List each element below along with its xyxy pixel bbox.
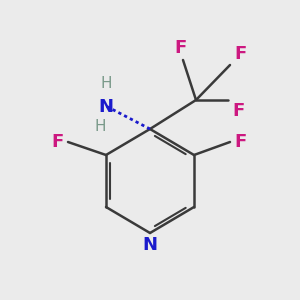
Text: F: F: [52, 133, 64, 151]
Text: F: F: [175, 39, 187, 57]
Text: F: F: [234, 45, 246, 63]
Text: H: H: [100, 76, 112, 91]
Text: N: N: [98, 98, 113, 116]
Text: F: F: [232, 102, 244, 120]
Text: F: F: [234, 133, 246, 151]
Text: H: H: [94, 119, 106, 134]
Text: N: N: [142, 236, 158, 254]
